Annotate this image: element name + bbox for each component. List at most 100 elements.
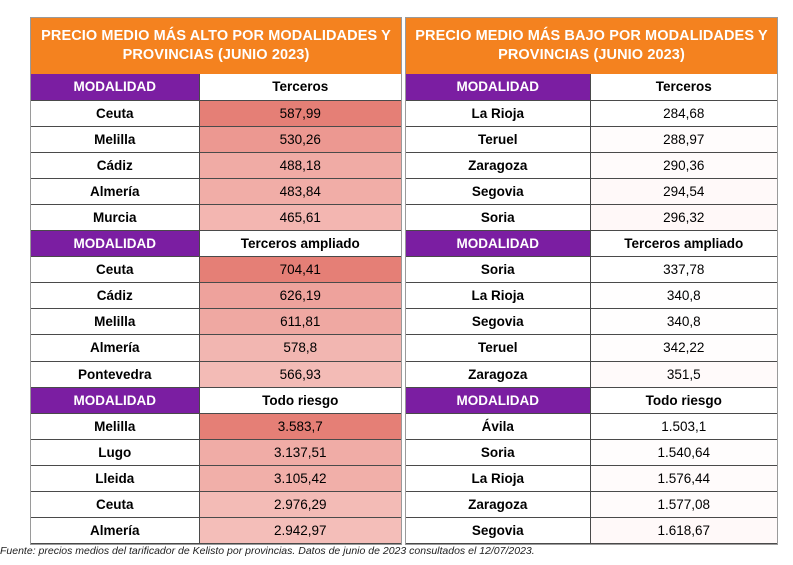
- category-header: Terceros ampliado: [198, 230, 401, 258]
- price-cell: 3.137,51: [199, 439, 401, 466]
- price-cell: 340,8: [590, 282, 777, 310]
- lowest-price-table: MODALIDAD Terceros La Rioja 284,68 Teruel 288…: [406, 74, 777, 545]
- province-cell: Cádiz: [31, 152, 200, 179]
- price-cell: 704,41: [199, 256, 401, 284]
- section-header-row: MODALIDAD Terceros ampliado: [406, 230, 777, 258]
- price-cell: 337,78: [590, 256, 777, 284]
- table-row: Soria 296,32: [406, 204, 777, 232]
- category-header: Terceros: [589, 74, 777, 101]
- category-header: Terceros ampliado: [589, 230, 777, 258]
- price-cell: 1.540,64: [590, 439, 777, 466]
- province-cell: Melilla: [31, 126, 200, 153]
- price-cell: 483,84: [199, 178, 401, 205]
- province-cell: Segovia: [406, 178, 591, 205]
- price-cell: 284,68: [590, 100, 777, 127]
- price-cell: 288,97: [590, 126, 777, 153]
- price-cell: 566,93: [199, 361, 401, 388]
- table-row: Melilla 530,26: [31, 126, 401, 153]
- table-row: Ávila 1.503,1: [406, 413, 777, 440]
- price-cell: 488,18: [199, 152, 401, 179]
- province-cell: Lugo: [31, 439, 200, 466]
- table-row: Almería 483,84: [31, 178, 401, 205]
- province-cell: Almería: [31, 178, 200, 205]
- table-row: Melilla 611,81: [31, 308, 401, 336]
- table-row: Lleida 3.105,42: [31, 465, 401, 493]
- province-cell: Cádiz: [31, 282, 200, 310]
- province-cell: Melilla: [31, 413, 200, 440]
- price-cell: 2.942,97: [199, 517, 401, 545]
- table-row: Soria 1.540,64: [406, 439, 777, 466]
- category-header: Todo riesgo: [589, 387, 777, 414]
- province-cell: Ceuta: [31, 100, 200, 127]
- lowest-price-title: PRECIO MEDIO MÁS BAJO POR MODALIDADES Y …: [406, 18, 777, 74]
- price-cell: 530,26: [199, 126, 401, 153]
- price-cell: 3.105,42: [199, 465, 401, 493]
- section-header-row: MODALIDAD Terceros: [31, 74, 401, 101]
- price-cell: 1.503,1: [590, 413, 777, 440]
- highest-price-panel: PRECIO MEDIO MÁS ALTO POR MODALIDADES Y …: [30, 17, 402, 546]
- price-cell: 3.583,7: [199, 413, 401, 440]
- price-cell: 342,22: [590, 334, 777, 362]
- lowest-price-panel: PRECIO MEDIO MÁS BAJO POR MODALIDADES Y …: [405, 17, 778, 546]
- price-cell: 1.576,44: [590, 465, 777, 493]
- province-cell: Segovia: [406, 308, 591, 336]
- price-cell: 290,36: [590, 152, 777, 179]
- table-row: Teruel 342,22: [406, 334, 777, 362]
- highest-price-title: PRECIO MEDIO MÁS ALTO POR MODALIDADES Y …: [31, 18, 401, 74]
- table-row: Zaragoza 290,36: [406, 152, 777, 179]
- province-cell: Teruel: [406, 334, 591, 362]
- price-cell: 578,8: [199, 334, 401, 362]
- province-cell: Almería: [31, 334, 200, 362]
- province-cell: La Rioja: [406, 100, 591, 127]
- province-cell: Lleida: [31, 465, 200, 493]
- table-row: La Rioja 340,8: [406, 282, 777, 310]
- table-row: Ceuta 704,41: [31, 256, 401, 284]
- category-header: Terceros: [198, 74, 401, 101]
- price-cell: 1.618,67: [590, 517, 777, 545]
- table-row: Segovia 340,8: [406, 308, 777, 336]
- province-cell: Pontevedra: [31, 361, 200, 388]
- price-cell: 626,19: [199, 282, 401, 310]
- province-cell: Soria: [406, 256, 591, 284]
- table-row: La Rioja 284,68: [406, 100, 777, 127]
- table-row: Segovia 294,54: [406, 178, 777, 205]
- price-cell: 2.976,29: [199, 491, 401, 519]
- table-row: Ceuta 587,99: [31, 100, 401, 127]
- province-cell: La Rioja: [406, 282, 591, 310]
- modalidad-header: MODALIDAD: [31, 387, 200, 414]
- price-cell: 340,8: [590, 308, 777, 336]
- price-cell: 1.577,08: [590, 491, 777, 519]
- province-cell: Zaragoza: [406, 491, 591, 519]
- price-cell: 587,99: [199, 100, 401, 127]
- price-cell: 611,81: [199, 308, 401, 336]
- section-header-row: MODALIDAD Terceros ampliado: [31, 230, 401, 258]
- table-row: Almería 578,8: [31, 334, 401, 362]
- section-header-row: MODALIDAD Todo riesgo: [406, 387, 777, 414]
- province-cell: Ceuta: [31, 491, 200, 519]
- price-cell: 296,32: [590, 204, 777, 232]
- table-row: Cádiz 626,19: [31, 282, 401, 310]
- province-cell: Ávila: [406, 413, 591, 440]
- province-cell: Segovia: [406, 517, 591, 545]
- category-header: Todo riesgo: [198, 387, 401, 414]
- table-row: Segovia 1.618,67: [406, 517, 777, 545]
- table-row: Zaragoza 1.577,08: [406, 491, 777, 519]
- province-cell: Teruel: [406, 126, 591, 153]
- province-cell: Zaragoza: [406, 361, 591, 388]
- price-cell: 294,54: [590, 178, 777, 205]
- province-cell: Soria: [406, 204, 591, 232]
- modalidad-header: MODALIDAD: [31, 74, 200, 101]
- province-cell: Zaragoza: [406, 152, 591, 179]
- table-row: La Rioja 1.576,44: [406, 465, 777, 493]
- table-row: Lugo 3.137,51: [31, 439, 401, 466]
- province-cell: La Rioja: [406, 465, 591, 493]
- table-row: Melilla 3.583,7: [31, 413, 401, 440]
- province-cell: Soria: [406, 439, 591, 466]
- modalidad-header: MODALIDAD: [406, 230, 591, 258]
- province-cell: Almería: [31, 517, 200, 545]
- modalidad-header: MODALIDAD: [406, 74, 591, 101]
- province-cell: Ceuta: [31, 256, 200, 284]
- table-row: Murcia 465,61: [31, 204, 401, 232]
- table-row: Zaragoza 351,5: [406, 361, 777, 388]
- price-cell: 465,61: [199, 204, 401, 232]
